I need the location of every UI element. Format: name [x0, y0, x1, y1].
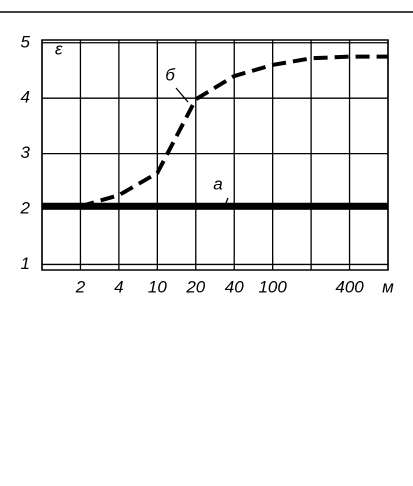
series-label: б: [165, 65, 176, 84]
x-tick-label: 10: [148, 277, 167, 296]
x-tick-label: 400: [335, 277, 364, 296]
x-tick-label: 4: [114, 277, 123, 296]
series-line: [79, 54, 388, 209]
series-label: а: [213, 174, 222, 193]
y-tick-label: 3: [21, 143, 31, 162]
y-axis-label: ε: [55, 39, 63, 58]
x-tick-label: 100: [258, 277, 287, 296]
leader-line: [223, 197, 229, 209]
x-tick-label: 40: [225, 277, 244, 296]
x-axis-unit: м: [382, 277, 394, 296]
x-tick-label: 2: [75, 277, 86, 296]
y-tick-label: 1: [21, 254, 30, 273]
y-tick-label: 2: [20, 199, 31, 218]
leader-line: [175, 87, 189, 103]
y-tick-label: 5: [21, 32, 31, 51]
y-tick-label: 4: [21, 88, 30, 107]
x-tick-label: 20: [185, 277, 205, 296]
plot-frame: [41, 39, 389, 271]
